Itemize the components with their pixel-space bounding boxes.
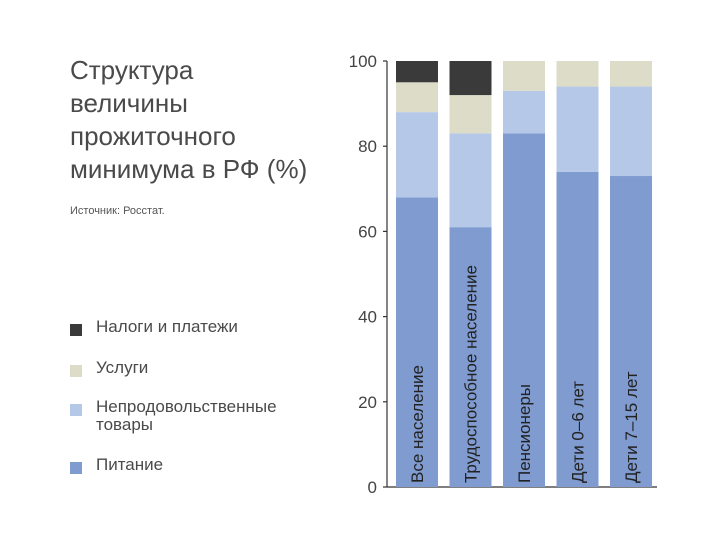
legend-swatch-food <box>70 462 82 474</box>
y-tick-label: 20 <box>358 393 377 412</box>
bar-segment <box>449 95 492 134</box>
bar-segment <box>396 82 438 113</box>
legend-item-nonfood: Непродовольственные товары <box>70 398 326 434</box>
category-label: Пенсионеры <box>515 384 534 483</box>
legend-label-services: Услуги <box>96 358 149 377</box>
title-line-4: минимума в РФ (%) <box>70 154 308 184</box>
y-tick-label: 40 <box>358 308 377 327</box>
bar-segment <box>610 86 652 177</box>
bar-segment <box>610 176 652 487</box>
category-label: Дети 7–15 лет <box>622 371 641 483</box>
y-tick-label: 100 <box>349 52 377 71</box>
legend-item-food: Питание <box>70 456 326 474</box>
bar-segment <box>610 61 652 87</box>
title-line-1: Структура <box>70 55 194 85</box>
y-tick-label: 80 <box>358 137 377 156</box>
legend-label-food: Питание <box>96 455 164 474</box>
bar-segment <box>396 112 438 198</box>
legend-swatch-taxes <box>70 324 82 336</box>
bar-segment <box>503 133 545 488</box>
bar-segment <box>503 61 545 91</box>
title-line-3: прожиточного <box>70 121 236 151</box>
source-note: Источник: Росстат. <box>70 205 165 217</box>
legend-item-taxes: Налоги и платежи <box>70 318 326 336</box>
y-tick-label: 60 <box>358 222 377 241</box>
category-label: Все население <box>408 365 427 483</box>
bar-labels: Все население Трудоспособное население Пен… <box>408 265 641 483</box>
bar-segment <box>449 227 492 487</box>
bar-segment <box>449 61 492 96</box>
legend-swatch-nonfood <box>70 404 82 416</box>
legend-item-services: Услуги <box>70 359 326 377</box>
chart-title: Структура величины прожиточного минимума… <box>70 54 330 186</box>
bar-segment <box>396 61 438 83</box>
bar-segment <box>396 197 438 487</box>
category-label: Дети 0–6 лет <box>569 381 588 483</box>
category-label: Трудоспособное население <box>462 265 481 483</box>
bar-segment <box>556 86 599 172</box>
bar-segment <box>556 61 599 87</box>
title-line-2: величины <box>70 88 188 118</box>
bars <box>396 61 652 488</box>
legend-label-taxes: Налоги и платежи <box>96 317 238 336</box>
bar-segment <box>503 90 545 134</box>
bar-segment <box>556 171 599 487</box>
y-tick-label: 0 <box>368 478 377 497</box>
legend-label-nonfood: Непродовольственные товары <box>96 397 277 434</box>
legend-swatch-services <box>70 365 82 377</box>
bar-segment <box>449 133 492 228</box>
